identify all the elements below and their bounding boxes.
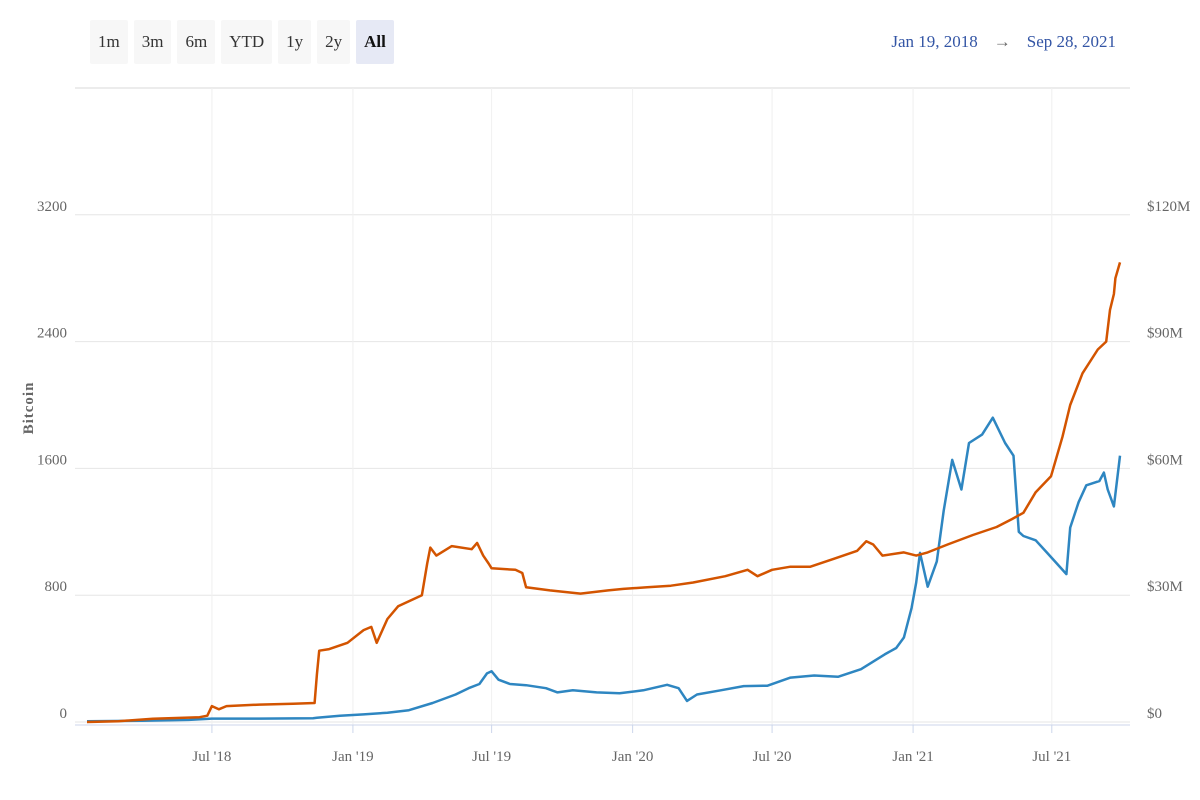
left-axis-tick-labels: 0 800 1600 2400 3200 (37, 199, 67, 722)
range-button-all[interactable]: All (356, 20, 394, 64)
date-range-start[interactable]: Jan 19, 2018 (891, 32, 978, 51)
x-tick-label: Jul '20 (753, 749, 792, 765)
range-button-1y[interactable]: 1y (278, 20, 312, 64)
y-axis-title: Bitcoin (21, 382, 37, 435)
date-range-display: Jan 19, 2018 → Sep 28, 2021 (891, 32, 1116, 52)
right-tick-label: $30M (1147, 579, 1183, 595)
right-tick-label: $60M (1147, 452, 1183, 468)
right-tick-label: $0 (1147, 706, 1162, 722)
right-axis-tick-labels: $0 $30M $60M $90M $120M (1147, 199, 1190, 722)
range-button-6m[interactable]: 6m (177, 20, 216, 64)
left-tick-label: 0 (60, 706, 68, 722)
x-tick-label: Jul '19 (472, 749, 511, 765)
x-tick-label: Jan '20 (612, 749, 653, 765)
horizontal-gridlines (75, 87, 1130, 723)
right-tick-label: $90M (1147, 326, 1183, 342)
x-tick-label: Jul '21 (1032, 749, 1071, 765)
range-button-1m[interactable]: 1m (90, 20, 128, 64)
x-axis-tick-labels: Jul '18 Jan '19 Jul '19 Jan '20 Jul '20 Jan '… (192, 749, 1071, 765)
range-button-3m[interactable]: 3m (133, 20, 172, 64)
arrow-right-icon: → (993, 32, 1011, 51)
range-button-ytd[interactable]: YTD (221, 20, 273, 64)
series-layer (86, 262, 1122, 724)
left-tick-label: 1600 (37, 452, 67, 468)
time-range-selector: 1m 3m 6m YTD 1y 2y All (90, 20, 394, 64)
x-tick-label: Jul '18 (192, 749, 231, 765)
range-button-2y[interactable]: 2y (317, 20, 351, 64)
series-line-left-axis (86, 262, 1122, 724)
x-tick-label: Jan '21 (892, 749, 933, 765)
left-tick-label: 2400 (37, 326, 67, 342)
left-tick-label: 800 (45, 579, 68, 595)
series-line-right-axis (86, 416, 1122, 723)
x-tick-label: Jan '19 (332, 749, 373, 765)
date-range-end[interactable]: Sep 28, 2021 (1026, 32, 1116, 51)
vertical-gridlines (75, 88, 1130, 733)
left-tick-label: 3200 (37, 199, 67, 215)
right-tick-label: $120M (1147, 199, 1190, 215)
